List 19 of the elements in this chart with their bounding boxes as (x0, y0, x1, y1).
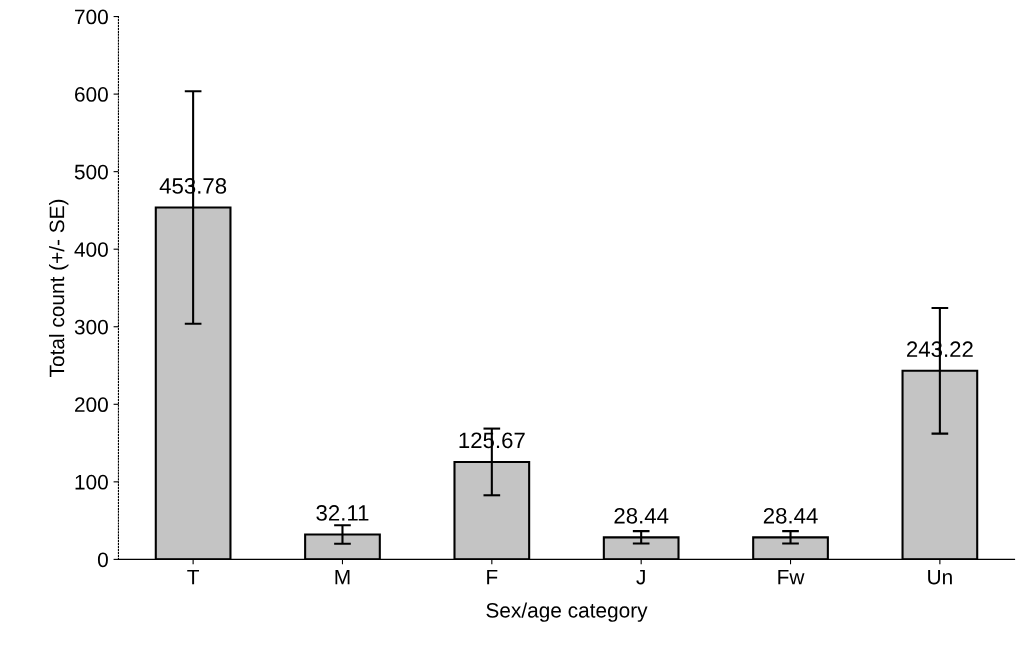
x-axis-title: Sex/age category (486, 602, 648, 622)
y-tick-label: 600 (75, 87, 108, 102)
x-tick-label: F (487, 569, 498, 585)
x-tick-label: Un (928, 569, 952, 585)
x-tick-label: J (636, 569, 645, 585)
y-tick-label: 700 (75, 9, 108, 25)
x-tick-label: T (187, 569, 200, 585)
y-axis-title: Total count (+/- SE) (49, 199, 69, 377)
y-tick-label: 0 (97, 552, 108, 568)
y-tick-label: 100 (75, 474, 108, 490)
x-tick-label: M (335, 569, 350, 585)
y-tick-label: 200 (75, 397, 108, 413)
y-tick-label: 300 (74, 319, 108, 335)
y-tick-label: 400 (74, 242, 108, 257)
data-label: 28.44 (614, 507, 669, 524)
x-tick-label: Fw (778, 569, 805, 585)
y-tick-label: 500 (74, 164, 108, 180)
data-label: 28.44 (763, 507, 818, 524)
data-label: 32.11 (316, 505, 369, 521)
